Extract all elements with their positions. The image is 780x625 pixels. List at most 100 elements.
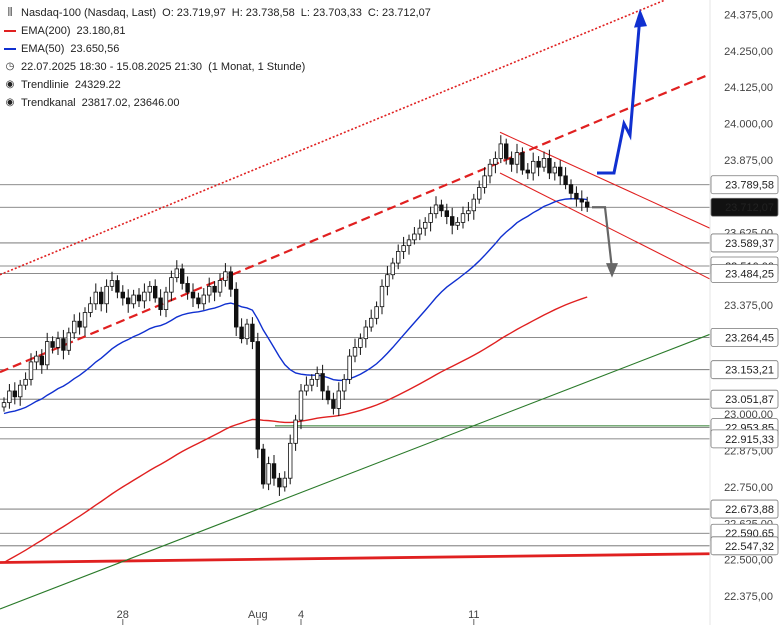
x-tick-label: Aug xyxy=(248,609,268,621)
candle-body xyxy=(115,280,120,293)
trendline-label: Trendlinie xyxy=(21,79,69,91)
dashed-trendline xyxy=(0,73,711,374)
price-tag-label: 22.915,33 xyxy=(725,434,774,446)
legend-channel-row[interactable]: ◉ Trendkanal 23817.02, 23646.00 xyxy=(4,94,431,112)
x-axis: 28 Aug 4 11 xyxy=(117,609,480,625)
legend-symbol-row: ⫼ Nasdaq-100 (Nasdaq, Last) O: 23.719,97… xyxy=(4,4,431,22)
candle-body xyxy=(1,402,7,408)
ema200-swatch xyxy=(4,30,16,32)
channel-label: Trendkanal xyxy=(21,97,76,109)
price-tag xyxy=(710,360,779,380)
candle-body xyxy=(514,152,520,165)
candle-body xyxy=(201,294,206,305)
candle-body xyxy=(487,163,493,177)
clock-icon: ◷ xyxy=(5,61,15,72)
trendline-value: 24329.22 xyxy=(74,79,121,91)
candle-body xyxy=(585,201,590,208)
candle-body xyxy=(417,227,422,235)
candle-body xyxy=(574,192,579,200)
price-tag-label: 23.153,21 xyxy=(725,365,774,377)
candle-body xyxy=(55,338,61,348)
candle-body xyxy=(395,251,401,264)
candle-body xyxy=(271,463,277,479)
candle-body xyxy=(336,390,341,409)
price-tag-label: 23.051,87 xyxy=(725,394,774,406)
candle-body xyxy=(131,294,136,305)
x-tick-label: 4 xyxy=(298,609,304,621)
candle-body xyxy=(174,268,179,279)
candle-body xyxy=(412,233,417,241)
candlestick-icon: ⫼ xyxy=(7,7,13,18)
candle-body xyxy=(126,297,131,305)
candle-body xyxy=(503,143,509,159)
price-tag xyxy=(710,536,779,556)
candle-body xyxy=(579,198,584,203)
candle-body xyxy=(17,384,23,398)
legend-low: L: 23.703,33 xyxy=(300,7,362,19)
candle-body xyxy=(72,320,77,334)
candle-body xyxy=(7,390,12,404)
candle-body xyxy=(476,187,482,200)
candle-body xyxy=(260,448,266,485)
price-tag-label: 23.789,58 xyxy=(725,180,774,192)
candle-body xyxy=(536,160,541,168)
legend-trendline-row[interactable]: ◉ Trendlinie 24329.22 xyxy=(4,76,431,94)
legend-symbol: Nasdaq-100 (Nasdaq, Last) xyxy=(21,7,157,19)
candle-body xyxy=(163,291,169,310)
range-note: (1 Monat, 1 Stunde) xyxy=(208,61,306,73)
price-tag xyxy=(710,175,779,195)
candle-body xyxy=(152,285,158,299)
candle-body xyxy=(460,213,466,223)
long-term-support-line xyxy=(0,552,711,564)
candle-body xyxy=(471,198,476,212)
candle-body xyxy=(444,210,449,217)
candle-body xyxy=(206,285,212,296)
candle-body xyxy=(541,158,547,168)
candle-body xyxy=(331,399,336,409)
x-tick-label: 11 xyxy=(468,609,479,621)
price-tag xyxy=(710,429,779,449)
candle-body xyxy=(374,306,379,319)
price-tags: 23.789,5823.712,0723.589,3723.510,0023.4… xyxy=(710,175,779,556)
y-axis: 24.375,00 24.250,00 24.125,00 24.000,00 23.8… xyxy=(709,0,773,625)
candle-body xyxy=(390,262,395,276)
candle-body xyxy=(385,274,390,287)
candle-body xyxy=(244,323,250,340)
candle-body xyxy=(136,294,142,302)
candle-body xyxy=(228,271,233,290)
candle-body xyxy=(104,285,109,305)
candle-body xyxy=(520,152,525,171)
candle-body xyxy=(531,160,536,174)
x-tick-label: 28 xyxy=(117,609,129,621)
candle-body xyxy=(439,204,444,212)
legend-high: H: 23.738,58 xyxy=(231,7,295,19)
candle-body xyxy=(428,213,433,223)
downtrend-channel-lower xyxy=(499,172,711,280)
y-tick-label: 23.875,00 xyxy=(724,155,773,167)
candle-body xyxy=(12,390,17,398)
candle-body xyxy=(233,288,239,328)
ema50-line xyxy=(3,198,588,415)
legend-open: O: 23.719,97 xyxy=(162,7,226,19)
candle-body xyxy=(509,158,514,165)
candle-body xyxy=(325,390,331,401)
trend-lines xyxy=(0,0,711,610)
legend-ema200-row[interactable]: EMA(200) 23.180,81 xyxy=(4,22,431,40)
chart-legend: ⫼ Nasdaq-100 (Nasdaq, Last) O: 23.719,97… xyxy=(4,4,431,112)
y-tick-label: 22.875,00 xyxy=(724,446,773,458)
y-tick-label: 23.000,00 xyxy=(724,409,773,421)
candle-body xyxy=(558,166,563,177)
ema50-swatch xyxy=(4,48,16,50)
price-tag xyxy=(710,264,779,283)
candle-body xyxy=(147,285,152,293)
candle-body xyxy=(433,204,439,215)
candle-body xyxy=(34,355,39,363)
candle-body xyxy=(379,285,385,308)
candle-body xyxy=(82,312,88,328)
candle-body xyxy=(217,280,223,293)
candle-body xyxy=(66,332,71,351)
legend-ema50-row[interactable]: EMA(50) 23.650,56 xyxy=(4,40,431,58)
candle-body xyxy=(493,158,498,165)
candle-body xyxy=(88,303,93,313)
